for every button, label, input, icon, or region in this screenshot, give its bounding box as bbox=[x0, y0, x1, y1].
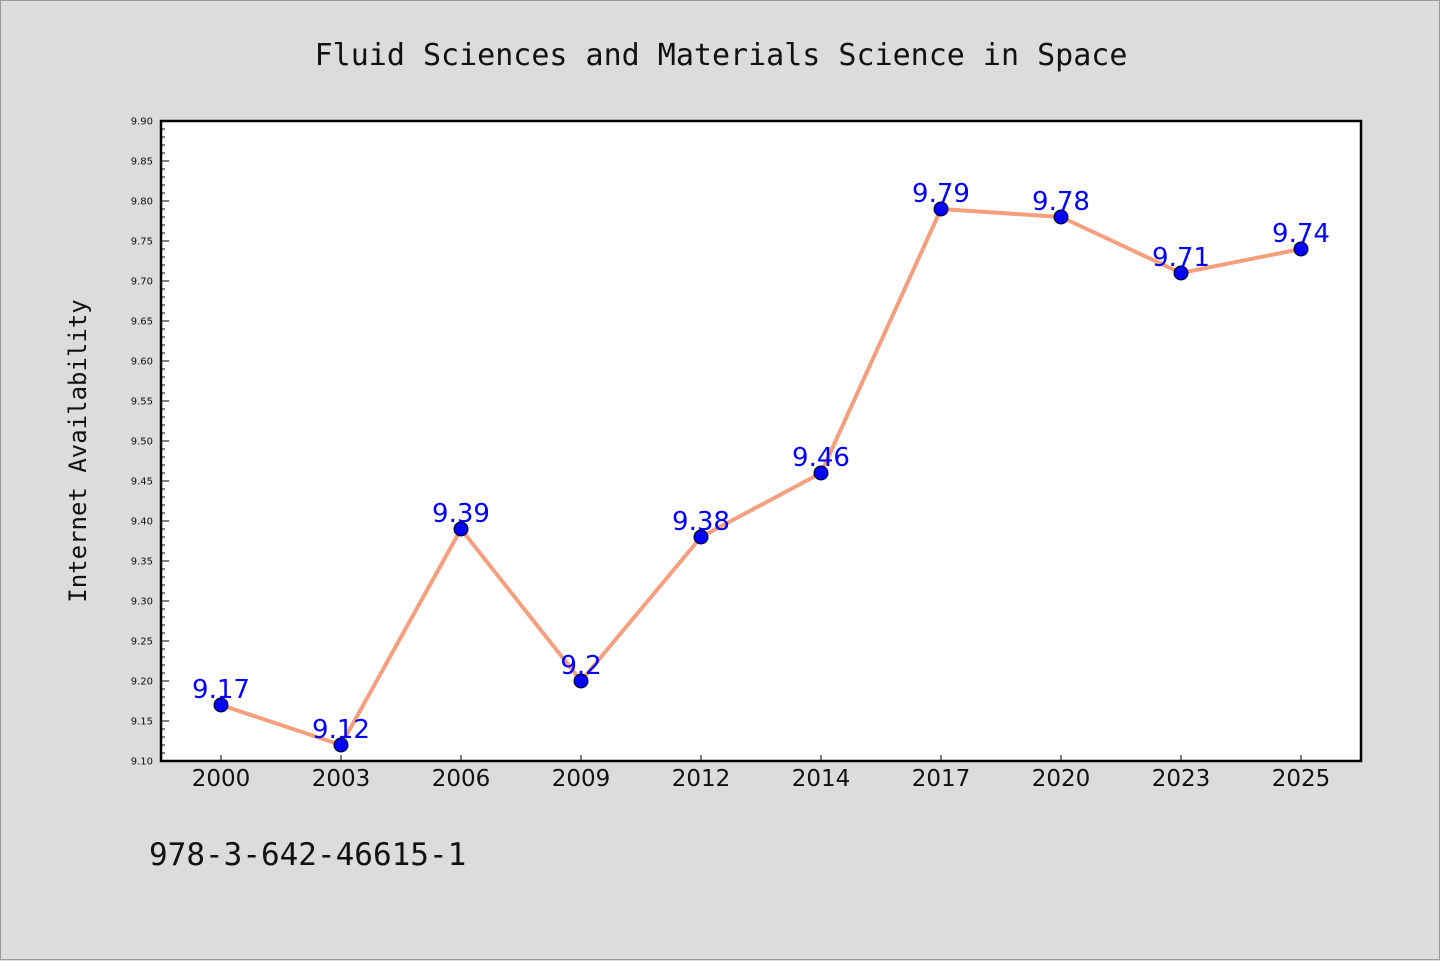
y-tick-label: 9.85 bbox=[131, 157, 153, 168]
footer-isbn: 978-3-642-46615-1 bbox=[149, 837, 466, 873]
series-line bbox=[220, 207, 1302, 747]
y-tick-label: 9.20 bbox=[131, 677, 153, 688]
y-axis-label: Internet Availability bbox=[64, 299, 92, 602]
data-point bbox=[1053, 209, 1069, 225]
y-axis-ticks: 9.10 9.15 9.20 9.25 9.30 9.35 9.40 9.45 9.50 9.55… bbox=[131, 117, 169, 768]
y-tick-label: 9.45 bbox=[131, 477, 153, 488]
y-tick-label: 9.40 bbox=[131, 517, 153, 528]
data-point bbox=[1293, 241, 1309, 257]
x-tick-label: 2000 bbox=[192, 766, 251, 792]
y-tick-label: 9.65 bbox=[131, 317, 153, 328]
y-tick-label: 9.60 bbox=[131, 357, 153, 368]
data-label: 9.74 bbox=[1272, 219, 1330, 249]
y-tick-label: 9.35 bbox=[131, 557, 153, 568]
y-tick-label: 9.80 bbox=[131, 197, 153, 208]
series-layer: 9.17 9.12 9.39 9.2 9.38 9.46 9.79 9.78 9.71 9.74 bbox=[192, 179, 1330, 753]
y-tick-label: 9.50 bbox=[131, 437, 153, 448]
data-point bbox=[213, 697, 229, 713]
y-tick-label: 9.10 bbox=[131, 757, 153, 768]
x-axis-ticks: 2000 2003 2006 2009 2012 2014 2017 2020 2023 2025 bbox=[192, 755, 1331, 792]
data-point bbox=[573, 673, 589, 689]
x-tick-label: 2017 bbox=[912, 766, 971, 792]
x-tick-label: 2012 bbox=[672, 766, 731, 792]
y-tick-label: 9.70 bbox=[131, 277, 153, 288]
data-label: 9.12 bbox=[312, 715, 370, 745]
data-label: 9.38 bbox=[672, 507, 730, 537]
x-tick-label: 2009 bbox=[552, 766, 611, 792]
y-tick-label: 9.75 bbox=[131, 237, 153, 248]
data-point bbox=[933, 201, 949, 217]
y-tick-label: 9.90 bbox=[131, 117, 153, 128]
data-point bbox=[693, 529, 709, 545]
x-tick-label: 2014 bbox=[792, 766, 851, 792]
y-tick-label: 9.30 bbox=[131, 597, 153, 608]
chart-title: Fluid Sciences and Materials Science in … bbox=[315, 38, 1128, 73]
x-tick-label: 2003 bbox=[312, 766, 371, 792]
x-tick-label: 2025 bbox=[1272, 766, 1331, 792]
data-label: 9.78 bbox=[1032, 187, 1090, 217]
data-point bbox=[453, 521, 469, 537]
data-label: 9.2 bbox=[560, 651, 601, 681]
data-label: 9.17 bbox=[192, 675, 250, 705]
data-point bbox=[333, 737, 349, 753]
data-point bbox=[1173, 265, 1189, 281]
plot-area bbox=[159, 119, 1363, 763]
data-label: 9.39 bbox=[432, 499, 490, 529]
data-label: 9.79 bbox=[912, 179, 970, 209]
y-tick-label: 9.55 bbox=[131, 397, 153, 408]
x-tick-label: 2023 bbox=[1152, 766, 1211, 792]
data-label: 9.71 bbox=[1152, 243, 1210, 273]
x-tick-label: 2020 bbox=[1032, 766, 1091, 792]
x-tick-label: 2006 bbox=[432, 766, 491, 792]
y-tick-label: 9.15 bbox=[131, 717, 153, 728]
y-tick-label: 9.25 bbox=[131, 637, 153, 648]
data-label: 9.46 bbox=[792, 443, 850, 473]
data-point bbox=[813, 465, 829, 481]
